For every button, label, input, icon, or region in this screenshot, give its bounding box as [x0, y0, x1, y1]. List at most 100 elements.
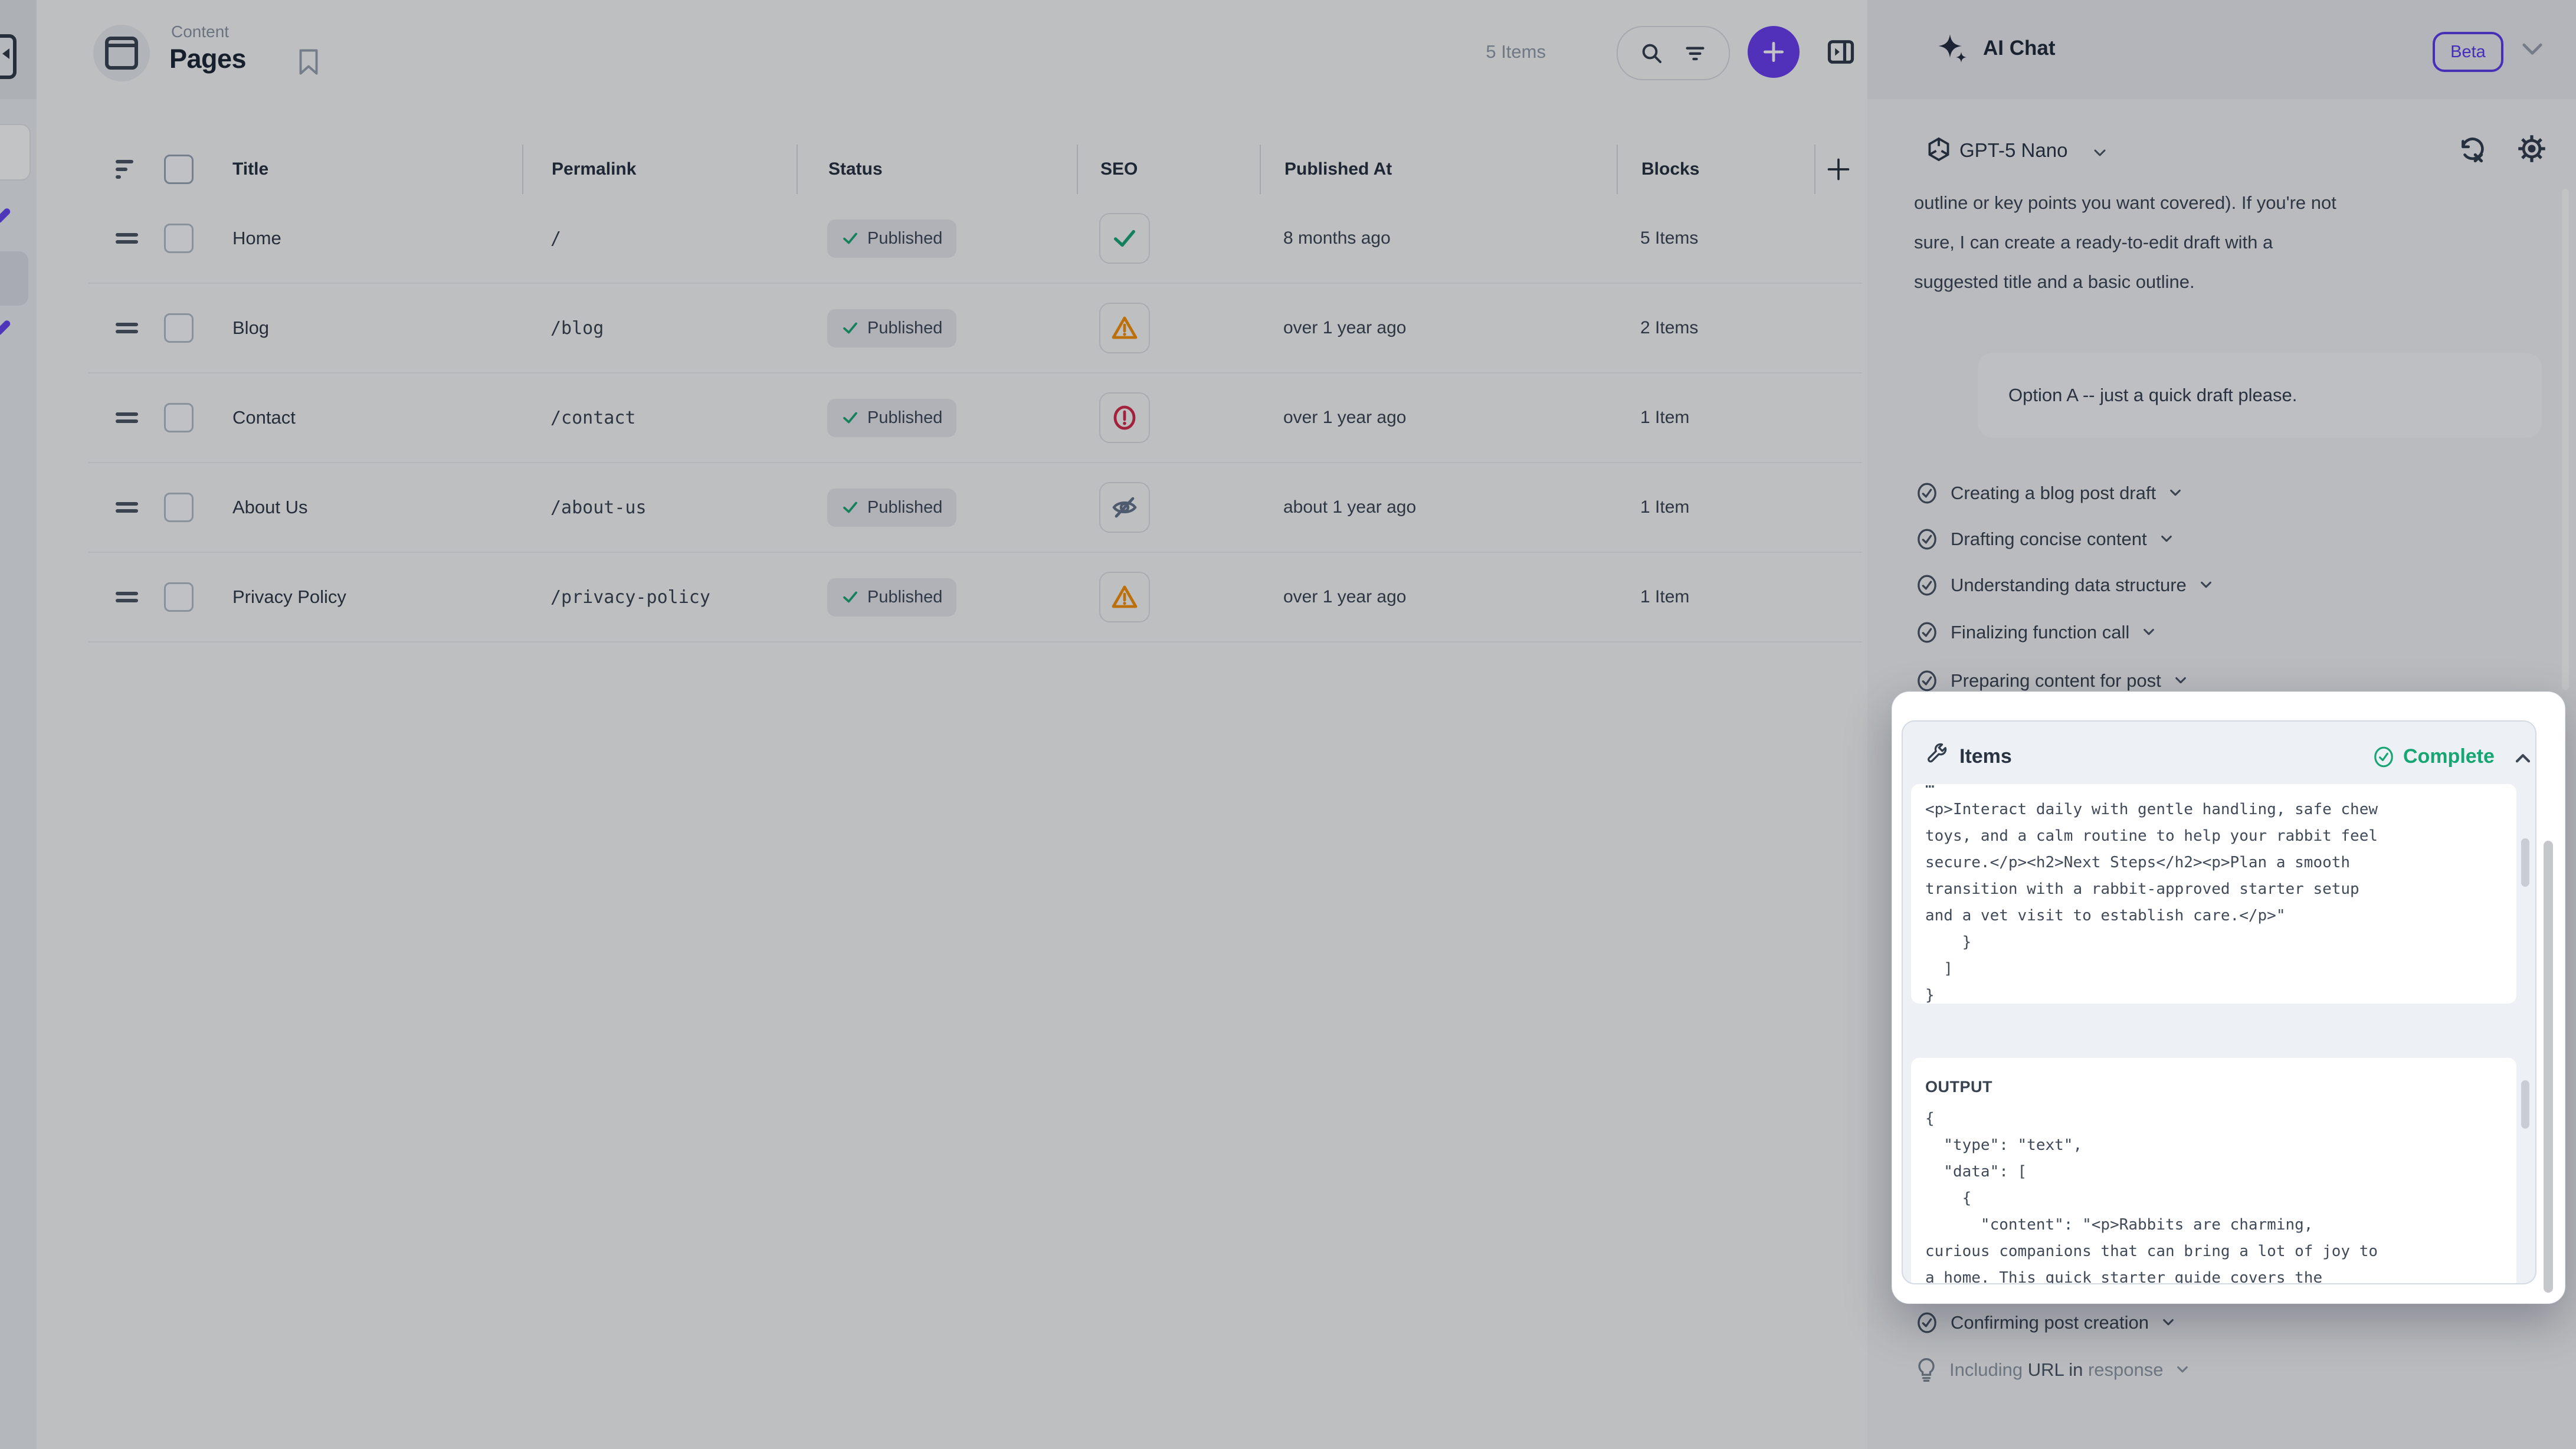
step-finalizing-call[interactable]: Finalizing function call — [1915, 621, 2155, 644]
sidebar-item[interactable] — [0, 251, 28, 306]
lightbulb-icon — [1915, 1357, 1938, 1383]
step-creating-draft[interactable]: Creating a blog post draft — [1915, 481, 2182, 505]
step-confirming-post[interactable]: Confirming post creation — [1915, 1311, 2175, 1335]
clear-history-icon[interactable] — [2457, 135, 2487, 164]
input-scrollbar-thumb[interactable] — [2521, 838, 2529, 887]
status-badge: Published — [827, 398, 957, 437]
page-title: Pages — [169, 44, 247, 74]
toggle-side-panel-icon[interactable] — [1826, 37, 1856, 67]
chevron-down-icon — [2169, 489, 2182, 497]
cell-published-at: over 1 year ago — [1283, 318, 1407, 337]
check-circle-icon — [1915, 669, 1939, 693]
column-header-published-at[interactable]: Published At — [1260, 145, 1617, 194]
cell-published-at: 8 months ago — [1283, 228, 1391, 248]
openai-logo-icon — [1925, 136, 1952, 163]
row-checkbox[interactable] — [164, 224, 194, 253]
status-badge: Published — [827, 309, 957, 348]
seo-warning-icon[interactable] — [1099, 303, 1150, 353]
row-checkbox[interactable] — [164, 403, 194, 432]
chevron-down-icon — [2162, 1319, 2175, 1327]
cell-blocks: 1 Item — [1640, 497, 1690, 517]
row-checkbox[interactable] — [164, 313, 194, 343]
column-header-blocks[interactable]: Blocks — [1617, 145, 1814, 194]
sparkles-icon — [1937, 33, 1970, 66]
table-row[interactable]: Privacy Policy /privacy-policy Published… — [89, 553, 1861, 642]
column-header-permalink[interactable]: Permalink — [522, 145, 797, 194]
sidebar-item[interactable] — [0, 124, 31, 181]
drag-handle-icon[interactable] — [116, 319, 138, 337]
cell-permalink: /contact — [550, 407, 636, 428]
table-row[interactable]: Home / Published 8 months ago 5 Items — [89, 194, 1861, 284]
status-badge: Published — [827, 488, 957, 527]
step-drafting-content[interactable]: Drafting concise content — [1915, 527, 2173, 551]
items-count: 5 Items — [1486, 41, 1546, 62]
tool-card: Items Complete … <p>Interact daily with … — [1902, 720, 2536, 1284]
drag-handle-icon[interactable] — [116, 230, 138, 247]
breadcrumb: Content — [171, 22, 230, 41]
cell-blocks: 1 Item — [1640, 587, 1690, 607]
seo-error-icon[interactable] — [1099, 392, 1150, 443]
drag-handle-icon[interactable] — [116, 499, 138, 516]
step-including-url[interactable]: Including URL in response — [1915, 1357, 2189, 1383]
drag-handle-icon[interactable] — [116, 409, 138, 427]
filter-icon[interactable] — [1683, 41, 1707, 65]
column-header-seo[interactable]: SEO — [1077, 145, 1260, 194]
chevron-down-icon — [2174, 677, 2187, 685]
chevron-down-icon — [2176, 1366, 2189, 1374]
add-column-button[interactable] — [1814, 145, 1861, 194]
cell-title: Blog — [232, 317, 270, 338]
check-circle-icon — [1915, 1311, 1939, 1335]
tool-title: Items — [1959, 745, 2012, 768]
seo-warning-icon[interactable] — [1099, 572, 1150, 622]
settings-gear-icon[interactable] — [2516, 133, 2547, 164]
model-selector[interactable]: GPT-5 Nano — [1959, 139, 2068, 161]
table-row[interactable]: Blog /blog Published over 1 year ago 2 I… — [89, 284, 1861, 373]
chevron-up-icon[interactable] — [2514, 752, 2532, 763]
search-icon[interactable] — [1640, 41, 1663, 65]
collapse-sidebar-icon[interactable] — [0, 34, 17, 79]
tool-call-popover: Items Complete … <p>Interact daily with … — [1892, 691, 2565, 1304]
tool-input-code[interactable]: … <p>Interact daily with gentle handling… — [1911, 784, 2516, 1004]
step-preparing-content[interactable]: Preparing content for post — [1915, 669, 2187, 693]
table-row[interactable]: Contact /contact Published over 1 year a… — [89, 373, 1861, 463]
row-checkbox[interactable] — [164, 493, 194, 522]
row-checkbox[interactable] — [164, 582, 194, 612]
window-icon — [105, 37, 138, 70]
chevron-down-icon — [2200, 581, 2213, 589]
cell-title: Home — [232, 228, 281, 248]
bookmark-icon[interactable] — [298, 48, 319, 76]
cell-title: Privacy Policy — [232, 586, 346, 607]
step-understanding-data[interactable]: Understanding data structure — [1915, 573, 2213, 597]
output-scrollbar-thumb[interactable] — [2521, 1080, 2529, 1129]
popover-scrollbar-thumb[interactable] — [2544, 841, 2553, 1293]
ai-chat-header — [1867, 0, 2576, 99]
sort-icon[interactable] — [89, 145, 164, 194]
column-header-status[interactable]: Status — [797, 145, 1077, 194]
select-all-checkbox[interactable] — [164, 155, 194, 184]
drag-handle-icon[interactable] — [116, 588, 138, 606]
pages-table: Title Permalink Status SEO Published At … — [89, 145, 1861, 642]
wrench-icon — [1925, 742, 1949, 765]
seo-pass-icon[interactable] — [1099, 213, 1150, 264]
cell-published-at: over 1 year ago — [1283, 587, 1407, 607]
chevron-down-icon[interactable] — [2521, 42, 2544, 57]
check-circle-icon — [1915, 481, 1939, 505]
column-header-title[interactable]: Title — [232, 159, 269, 179]
seo-hidden-icon[interactable] — [1099, 482, 1150, 533]
chat-scrollbar[interactable] — [2562, 189, 2569, 690]
tool-card-header[interactable]: Items Complete — [1903, 722, 2535, 784]
add-page-button[interactable] — [1748, 26, 1800, 78]
chevron-down-icon[interactable] — [2093, 149, 2107, 158]
cell-published-at: about 1 year ago — [1283, 497, 1417, 517]
search-filter-pill — [1617, 26, 1730, 80]
table-header-row: Title Permalink Status SEO Published At … — [89, 145, 1861, 194]
cell-blocks: 2 Items — [1640, 318, 1699, 337]
check-circle-icon — [1915, 527, 1939, 551]
status-badge: Published — [827, 219, 957, 258]
beta-badge: Beta — [2433, 32, 2503, 72]
status-badge: Published — [827, 578, 957, 617]
check-circle-icon — [1915, 621, 1939, 644]
table-row[interactable]: About Us /about-us Published about 1 yea… — [89, 463, 1861, 553]
tool-output-code[interactable]: OUTPUT { "type": "text", "data": [ { "co… — [1911, 1058, 2516, 1283]
